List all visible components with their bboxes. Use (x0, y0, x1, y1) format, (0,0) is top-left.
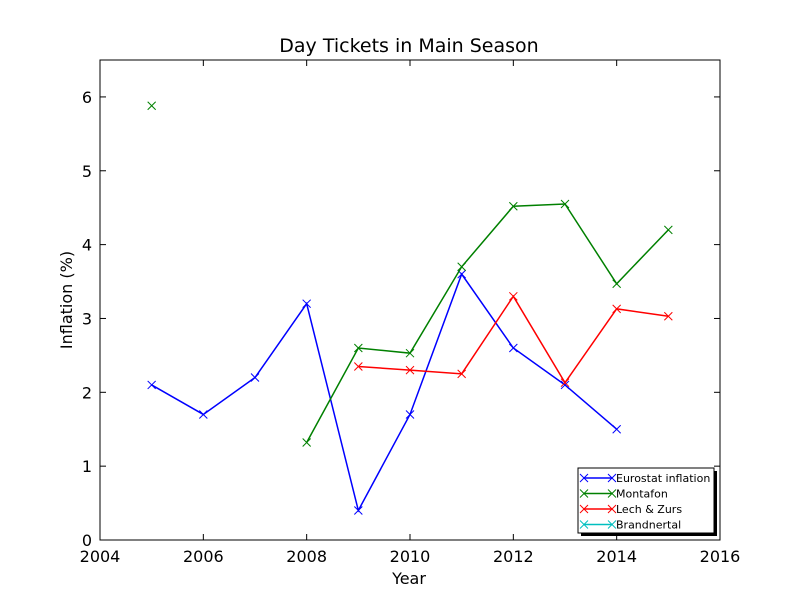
data-point-montafon (405, 348, 415, 358)
legend-marker (607, 520, 617, 529)
series-line-montafon (306, 203, 669, 443)
marker-stroke (353, 343, 363, 353)
marker-stroke (302, 299, 312, 309)
legend-marker (607, 504, 617, 514)
legend-item-eurostat-inflation: Eurostat inflation (579, 472, 710, 485)
marker-stroke (302, 438, 312, 447)
x-tick-label: 2006 (183, 547, 224, 566)
series-lech-zurs (353, 291, 673, 388)
marker-stroke (508, 201, 518, 211)
marker-stroke (612, 279, 622, 289)
data-point-montafon (508, 201, 518, 211)
legend-marker (579, 504, 589, 514)
axes-layer: 2004 2006 2008 2010 2012 2014 2016 0 1 2 3 4 5 6 (80, 59, 741, 566)
marker-stroke (663, 311, 673, 321)
marker-stroke (198, 410, 208, 419)
legend-item-montafon: Montafon (579, 488, 668, 501)
data-point-eurostat-inflation (353, 506, 363, 515)
series-line-lech-zurs (358, 294, 669, 385)
data-point-montafon (663, 225, 673, 235)
data-point-eurostat-inflation (198, 410, 208, 419)
data-point-lech-zurs (353, 362, 363, 371)
series-montafon (147, 101, 673, 447)
marker-stroke (508, 343, 518, 353)
y-tick-label: 4 (82, 236, 92, 255)
y-tick-label: 6 (82, 88, 92, 107)
legend-label: Brandnertal (616, 519, 681, 532)
marker-stroke (560, 199, 570, 209)
marker-stroke (560, 378, 570, 388)
marker-stroke (250, 373, 260, 382)
x-tick-label: 2014 (596, 547, 637, 566)
y-tick-label: 5 (82, 162, 92, 181)
legend-marker (607, 489, 617, 498)
y-tick-label: 1 (82, 457, 92, 476)
legend-marker (579, 489, 589, 498)
data-point-montafon (147, 101, 157, 111)
marker-stroke (147, 380, 157, 390)
x-tick-label: 2016 (700, 547, 741, 566)
chart-title: Day Tickets in Main Season (279, 35, 538, 57)
data-point-lech-zurs (560, 378, 570, 388)
data-point-lech-zurs (405, 365, 415, 375)
data-point-eurostat-inflation (147, 380, 157, 390)
data-point-montafon (457, 262, 467, 272)
y-tick-label: 2 (82, 383, 92, 402)
series-line-eurostat-inflation (151, 272, 618, 513)
x-tick-label: 2010 (390, 547, 431, 566)
marker-stroke (457, 269, 467, 279)
marker-stroke (457, 262, 467, 272)
marker-stroke (612, 304, 622, 314)
series-layer (147, 101, 673, 515)
marker-stroke (405, 410, 415, 419)
legend-marker (579, 520, 589, 529)
legend-label: Lech & Zurs (616, 503, 682, 516)
legend-marker (607, 473, 617, 483)
data-point-montafon (560, 199, 570, 209)
data-point-eurostat-inflation (405, 410, 415, 419)
data-point-lech-zurs (663, 311, 673, 321)
legend-item-lech-zurs: Lech & Zurs (579, 503, 682, 516)
data-point-lech-zurs (457, 369, 467, 379)
y-tick-label: 3 (82, 309, 92, 328)
marker-stroke (457, 369, 467, 379)
marker-stroke (353, 506, 363, 515)
data-point-lech-zurs (612, 304, 622, 314)
legend-item-brandnertal: Brandnertal (579, 519, 681, 532)
x-tick-label: 2012 (493, 547, 534, 566)
series-eurostat-inflation (147, 269, 622, 515)
marker-stroke (405, 348, 415, 358)
marker-stroke (612, 424, 622, 434)
legend-box (577, 467, 715, 534)
data-point-montafon (302, 438, 312, 447)
x-axis-label: Year (391, 569, 426, 588)
data-point-montafon (612, 279, 622, 289)
data-point-lech-zurs (508, 291, 518, 301)
data-point-eurostat-inflation (250, 373, 260, 382)
x-tick-label: 2008 (286, 547, 327, 566)
legend-marker (579, 473, 589, 483)
x-tick-label: 2004 (80, 547, 121, 566)
legend: Eurostat inflation Montafon Lech & Zurs Bra… (577, 467, 717, 536)
marker-stroke (405, 365, 415, 375)
marker-stroke (147, 101, 157, 111)
legend-label: Eurostat inflation (616, 472, 710, 485)
data-point-eurostat-inflation (508, 343, 518, 353)
data-point-montafon (353, 343, 363, 353)
y-tick-label: 0 (82, 531, 92, 550)
data-point-eurostat-inflation (612, 424, 622, 434)
marker-stroke (663, 225, 673, 235)
marker-stroke (508, 291, 518, 301)
marker-stroke (560, 380, 570, 390)
data-point-eurostat-inflation (302, 299, 312, 309)
y-axis-label: Inflation (%) (57, 251, 76, 349)
data-point-eurostat-inflation (560, 380, 570, 390)
legend-label: Montafon (616, 488, 668, 501)
marker-stroke (353, 362, 363, 371)
